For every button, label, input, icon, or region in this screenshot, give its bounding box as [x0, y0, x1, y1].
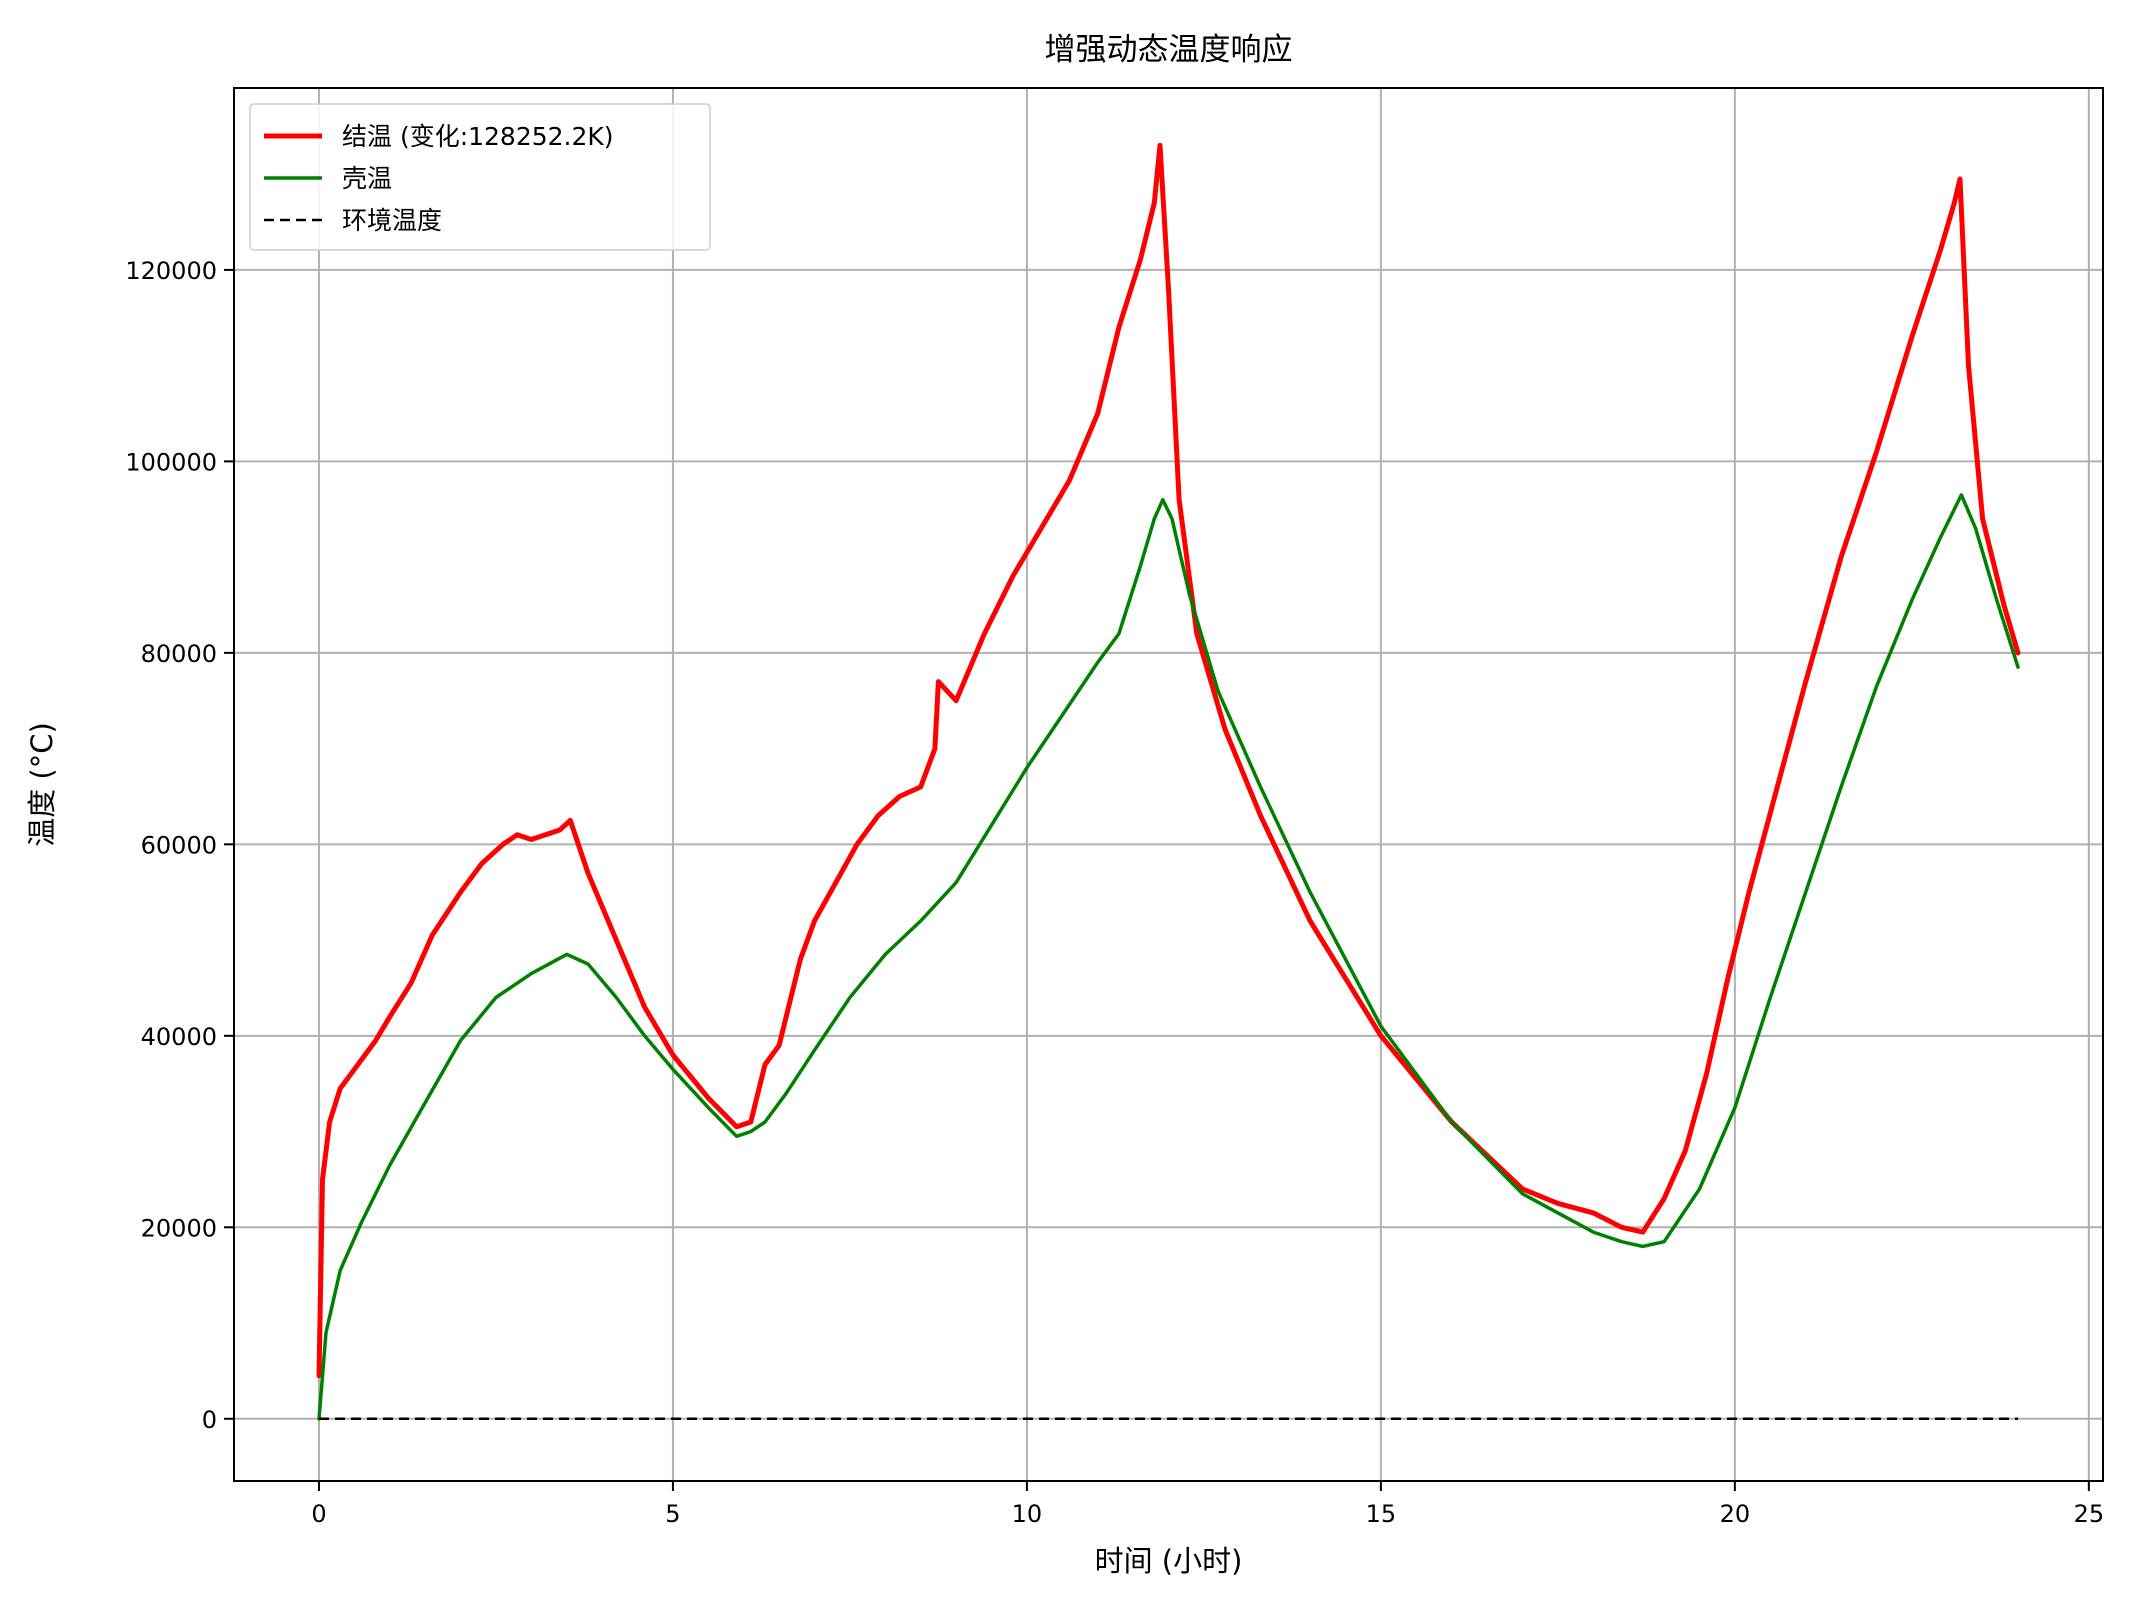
y-tick-label: 100000	[125, 448, 217, 476]
ticks: 0 5 10 15 20 25 0 20000 40000 60000 80000 100000 120…	[125, 257, 2104, 1528]
x-tick-label: 15	[1366, 1500, 1397, 1528]
y-tick-label: 40000	[141, 1023, 217, 1051]
x-tick-label: 10	[1012, 1500, 1043, 1528]
y-tick-label: 120000	[125, 257, 217, 285]
y-axis-label: 温度 (°C)	[25, 722, 59, 847]
y-tick-label: 80000	[141, 640, 217, 668]
chart-title: 增强动态温度响应	[1045, 32, 1293, 68]
y-tick-label: 60000	[141, 831, 217, 859]
x-axis-label: 时间 (小时)	[1095, 1544, 1243, 1578]
y-tick-label: 0	[202, 1406, 217, 1434]
x-tick-label: 25	[2074, 1500, 2105, 1528]
legend-label-1: 结温 (变化:128252.2K)	[342, 122, 614, 151]
grid	[234, 88, 2103, 1481]
legend-box	[249, 103, 711, 251]
y-tick-label: 20000	[141, 1214, 217, 1242]
x-tick-label: 5	[665, 1500, 680, 1528]
legend-label-3: 环境温度	[342, 206, 442, 235]
series-line-2	[317, 493, 2020, 1421]
series-line-1	[316, 142, 2021, 1379]
series-layer	[316, 142, 2021, 1421]
legend-label-2: 壳温	[342, 164, 392, 193]
x-tick-label: 0	[311, 1500, 326, 1528]
x-tick-label: 20	[1720, 1500, 1751, 1528]
plot-frame	[233, 87, 2104, 1482]
